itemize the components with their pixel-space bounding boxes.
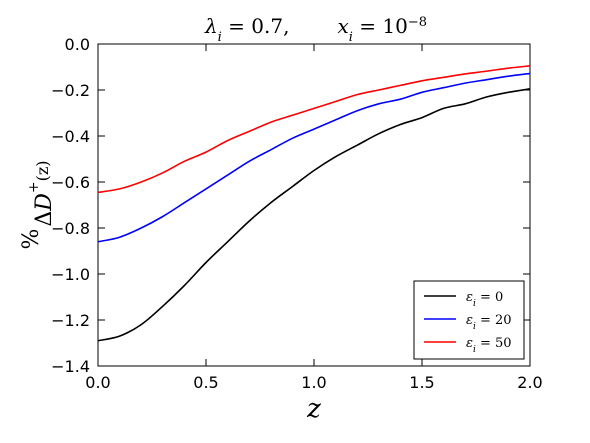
legend-label-2: εi = 50 [466, 336, 512, 355]
title-lambda: λ [204, 14, 218, 38]
x-tick-label: 2.0 [517, 373, 542, 392]
title-x-subscript: i [349, 30, 353, 45]
chart-title: λi = 0.7, xi = 10−8 [204, 14, 427, 45]
x-tick-label: 0.0 [85, 373, 110, 392]
legend-label-subscript: i [473, 345, 476, 355]
y-tick-label: −0.6 [51, 173, 90, 192]
legend-label-0: εi = 0 [466, 290, 503, 309]
x-tick-label: 0.5 [193, 373, 218, 392]
y-tick-label: −1.0 [51, 265, 90, 284]
title-lambda-value: = 0.7, [222, 14, 290, 38]
y-tick-label: −0.8 [51, 219, 90, 238]
legend-label-subscript: i [473, 299, 476, 309]
y-axis-title-prefix: % [19, 229, 44, 250]
title-lambda-subscript: i [218, 30, 222, 45]
y-axis-title: % ΔD+(z) [19, 160, 57, 249]
y-axis-ticks: 0.0 −0.2 −0.4 −0.6 −0.8 −1.0 −1.2 −1.4 [51, 35, 530, 376]
y-tick-label: −0.2 [51, 81, 90, 100]
y-tick-label: −0.4 [51, 127, 90, 146]
y-tick-label: −1.2 [51, 311, 90, 330]
y-axis-title-d: D [32, 193, 57, 212]
y-axis-title-arg: (z) [33, 160, 52, 181]
x-axis-title: z [306, 394, 321, 424]
series-line-1 [97, 72, 531, 243]
series-line-2 [97, 65, 531, 194]
series-layer [97, 65, 531, 342]
x-tick-label: 1.0 [301, 373, 326, 392]
legend-label-value: = 50 [476, 336, 512, 351]
legend-frame [413, 280, 525, 360]
legend-label-var: ε [466, 336, 473, 351]
title-x-value: = 10 [353, 14, 408, 38]
title-x-exponent: −8 [408, 15, 427, 30]
legend-label-1: εi = 20 [466, 313, 512, 332]
legend-label-value: = 20 [476, 313, 512, 328]
y-axis-title-delta: Δ [32, 211, 57, 227]
y-axis-title-subscript: + [26, 181, 42, 193]
legend-label-var: ε [466, 290, 473, 305]
x-tick-label: 1.5 [409, 373, 434, 392]
x-axis-ticks: 0.0 0.5 1.0 1.5 2.0 [85, 44, 543, 392]
legend-label-value: = 0 [476, 290, 503, 305]
series-line-0 [97, 88, 531, 342]
legend-label-subscript: i [473, 322, 476, 332]
title-x: x [337, 14, 348, 38]
y-tick-label: −1.4 [51, 357, 90, 376]
legend-label-var: ε [466, 313, 473, 328]
y-tick-label: 0.0 [65, 35, 90, 54]
